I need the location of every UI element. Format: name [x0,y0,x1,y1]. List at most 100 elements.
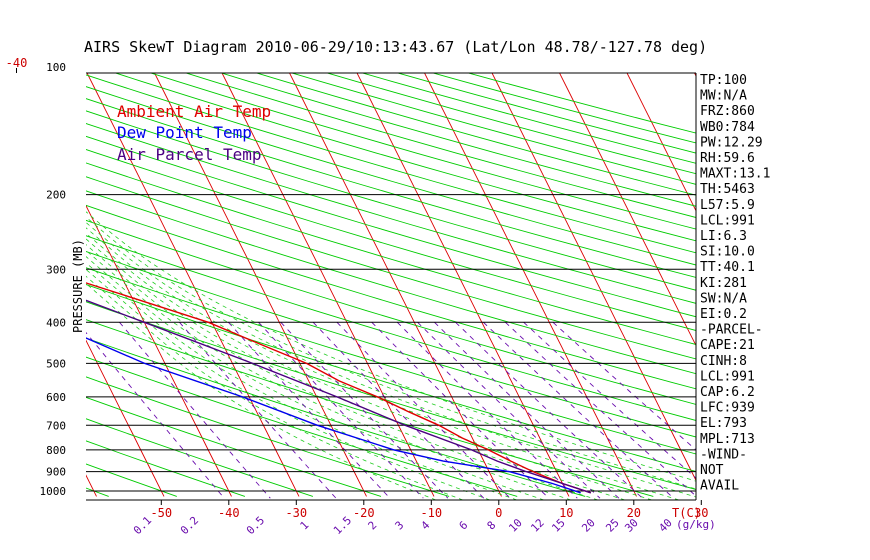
y-axis-label: PRESSURE (MB) [71,239,85,333]
index-label: LCL:991 [700,369,755,384]
pressure-tick-label: 700 [46,419,66,432]
mixing-ratio-label: 0.5 [244,514,267,537]
dry-adiabat-line [360,73,696,164]
index-label: EL:793 [700,416,747,431]
mixing-ratio-line [552,321,696,451]
legend-parcel: Air Parcel Temp [117,145,262,164]
moist-adiabat-line [86,262,517,500]
dry-adiabat-line [86,235,696,421]
mixing-ratio-unit: (g/kg) [676,518,716,531]
index-label: CAP:6.2 [700,385,755,400]
index-label: TH:5463 [700,182,755,197]
chart-title: AIRS SkewT Diagram 2010-06-29/10:13:43.6… [84,38,707,56]
index-label: TP:100 [700,73,747,88]
pressure-lines: 100 200 300 400 500 600 700 800 900 1000 [40,61,696,498]
mixing-ratio-label: 1.5 [331,514,354,537]
index-label: LFC:939 [700,401,755,416]
dry-adiabat-line [86,86,696,266]
bottom-tick-label: 20 [627,506,641,520]
moist-adiabat-line [86,232,652,500]
index-label: EI:0.2 [700,307,747,322]
dry-adiabat-line [86,149,696,331]
moist-adiabat-line [86,238,625,500]
mixing-ratio-line [228,321,391,499]
isotherm-line [424,73,637,497]
index-label: WB0:784 [700,120,755,135]
mixing-ratio-line [179,322,337,499]
mixing-ratio-line [483,321,674,499]
index-label: PW:12.29 [700,135,763,150]
indices-panel: TP:100MW:N/AFRZ:860WB0:784PW:12.29RH:59.… [700,73,770,494]
moist-adiabat-line [86,244,598,500]
mixing-ratio-label: 1 [298,519,312,533]
pressure-tick-label: 600 [46,391,66,404]
mixing-ratio-line [396,321,578,499]
dry-adiabat-line [114,73,696,242]
isotherm-line [0,67,29,496]
dry-adiabat-line [86,135,696,318]
index-label: -WIND- [700,447,747,462]
dry-adiabat-line [466,73,696,134]
bottom-tick-label: -30 [285,506,307,520]
mixing-ratio-line [523,321,696,479]
mixing-ratio-label: 0.2 [178,514,201,537]
mixing-ratio-label: 3 [393,519,407,533]
moist-adiabat-line [86,211,696,482]
profiles [86,282,592,494]
mixing-ratio-line [336,321,511,499]
dry-adiabat-line [86,190,696,375]
mixing-ratio-line [434,321,620,499]
mixing-ratio-line [280,321,449,499]
index-label: CAPE:21 [700,338,755,353]
mixing-ratio-line [119,322,271,499]
mixing-ratio-line [312,321,485,499]
dry-adiabat-line [86,98,696,278]
mixing-ratio-line [86,331,225,499]
dry-adiabat-line [255,73,696,196]
bottom-tick-label: 10 [559,506,573,520]
index-label: TT:40.1 [700,260,755,275]
bottom-tick-label: 30 [694,506,708,520]
pressure-tick-label: 400 [46,316,66,329]
index-label: SI:10.0 [700,245,755,260]
pressure-tick-label: 100 [46,61,66,74]
dry-adiabat-line [431,73,696,144]
pressure-tick-label: 900 [46,466,66,479]
moist-adiabat-line [86,249,571,500]
index-label: MPL:713 [700,432,755,447]
mixing-ratio-label: 20 [579,516,598,535]
moist-adiabat-line [86,256,544,500]
mixing-ratio-line [417,321,601,499]
dry-adiabat-line [0,67,41,496]
index-label: MW:N/A [700,89,747,104]
series-line-2 [86,299,592,494]
bottom-tick-label: -20 [353,506,375,520]
index-label: FRZ:860 [700,104,755,119]
moist-adiabat-line [86,275,463,500]
index-label: AVAIL [700,479,739,494]
dry-adiabat-line [149,73,696,230]
index-label: NOT [700,463,724,478]
bottom-unit-label: T(C) [672,506,701,520]
legend-dewpoint: Dew Point Temp [117,123,252,142]
index-label: SW:N/A [700,291,747,306]
index-label: RH:59.6 [700,151,755,166]
index-label: L57:5.9 [700,198,755,213]
mixing-ratio-label: 10 [506,516,525,535]
isotherm-line [491,73,696,482]
index-label: CINH:8 [700,354,747,369]
dry-adiabat-line [86,219,696,405]
mixing-ratio-label: 25 [603,516,622,535]
mixing-ratio-label: 4 [419,518,433,532]
series-line-0 [86,282,592,494]
index-label: -PARCEL- [700,323,763,338]
index-label: LCL:991 [700,213,755,228]
dry-adiabat-line [86,74,696,254]
dry-adiabat-line [396,73,696,154]
dry-adiabat-line [86,204,696,390]
index-label: MAXT:13.1 [700,167,770,182]
series-line-1 [86,337,581,494]
dry-adiabat-line [86,162,696,345]
mixing-ratio-label: 12 [528,516,547,535]
